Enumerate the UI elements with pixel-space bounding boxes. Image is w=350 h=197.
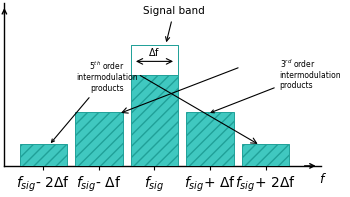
Bar	[187, 112, 234, 166]
Bar	[131, 45, 178, 166]
Bar	[242, 144, 289, 166]
Bar	[20, 144, 67, 166]
Bar	[75, 112, 122, 166]
Text: f: f	[320, 173, 324, 186]
Text: 5$^{th}$ order
intermodulation
products: 5$^{th}$ order intermodulation products	[51, 59, 138, 142]
Text: 3$^{rd}$ order
intermodulation
products: 3$^{rd}$ order intermodulation products	[211, 57, 341, 113]
Text: Signal band: Signal band	[143, 7, 205, 41]
Bar	[131, 45, 178, 75]
Text: $\Delta$f: $\Delta$f	[148, 46, 161, 58]
